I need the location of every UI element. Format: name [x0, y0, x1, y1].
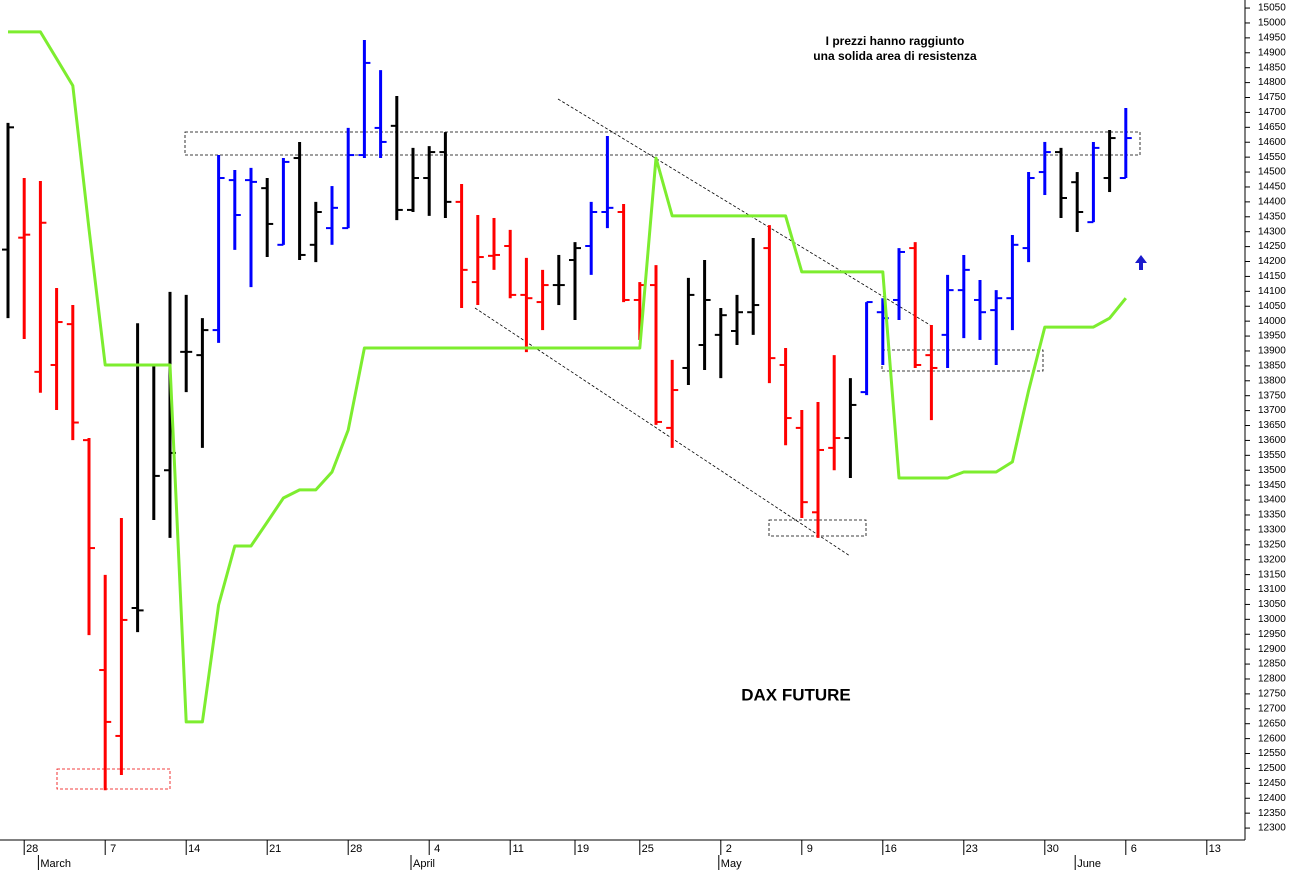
y-tick-label: 14750 — [1258, 92, 1286, 103]
signal-line — [8, 30, 1127, 724]
y-tick-label: 12450 — [1258, 778, 1286, 789]
month-label: April — [413, 858, 435, 870]
y-tick-label: 12950 — [1258, 629, 1286, 640]
y-tick-label: 13000 — [1258, 614, 1286, 625]
x-tick-label: 7 — [110, 843, 116, 855]
x-tick-label: 16 — [885, 843, 897, 855]
y-tick-label: 14000 — [1258, 316, 1286, 327]
y-tick-label: 13250 — [1258, 539, 1286, 550]
y-tick-label: 13700 — [1258, 405, 1286, 416]
y-tick-label: 14300 — [1258, 226, 1286, 237]
y-tick-label: 14500 — [1258, 167, 1286, 178]
x-tick-label: 4 — [434, 843, 440, 855]
y-tick-label: 13800 — [1258, 375, 1286, 386]
y-tick-label: 14550 — [1258, 152, 1286, 163]
y-tick-label: 13750 — [1258, 390, 1286, 401]
y-tick-label: 13450 — [1258, 480, 1286, 491]
y-tick-label: 14350 — [1258, 211, 1286, 222]
y-tick-label: 12400 — [1258, 793, 1286, 804]
y-tick-label: 13100 — [1258, 584, 1286, 595]
chart-title: DAX FUTURE — [741, 685, 851, 704]
y-tick-label: 12300 — [1258, 823, 1286, 834]
y-tick-label: 12550 — [1258, 748, 1286, 759]
y-tick-label: 15050 — [1258, 3, 1286, 14]
y-tick-label: 13050 — [1258, 599, 1286, 610]
y-tick-label: 14950 — [1258, 33, 1286, 44]
y-tick-label: 12600 — [1258, 733, 1286, 744]
y-tick-label: 14800 — [1258, 77, 1286, 88]
y-tick-label: 13550 — [1258, 450, 1286, 461]
up-arrow — [1135, 255, 1147, 270]
x-tick-label: 14 — [188, 843, 200, 855]
y-tick-label: 13650 — [1258, 420, 1286, 431]
x-tick-label: 28 — [350, 843, 362, 855]
y-tick-label: 13350 — [1258, 510, 1286, 521]
y-tick-label: 12350 — [1258, 808, 1286, 819]
month-label: June — [1077, 858, 1101, 870]
y-tick-label: 14650 — [1258, 122, 1286, 133]
y-tick-label: 14700 — [1258, 107, 1286, 118]
y-tick-label: 14850 — [1258, 62, 1286, 73]
x-tick-label: 2 — [726, 843, 732, 855]
y-tick-label: 12750 — [1258, 689, 1286, 700]
y-tick-label: 13900 — [1258, 346, 1286, 357]
x-tick-label: 13 — [1209, 843, 1221, 855]
y-tick-label: 14400 — [1258, 197, 1286, 208]
y-tick-label: 14050 — [1258, 301, 1286, 312]
y-tick-label: 14100 — [1258, 286, 1286, 297]
y-tick-label: 13400 — [1258, 495, 1286, 506]
x-tick-label: 25 — [642, 843, 654, 855]
y-tick-label: 13300 — [1258, 525, 1286, 536]
y-tick-label: 14600 — [1258, 137, 1286, 148]
trend-line — [474, 307, 851, 557]
x-tick-label: 21 — [269, 843, 281, 855]
x-tick-label: 11 — [512, 843, 523, 855]
month-label: May — [721, 858, 742, 870]
annotation: I prezzi hanno raggiunto — [826, 34, 965, 48]
y-tick-label: 12500 — [1258, 763, 1286, 774]
y-tick-label: 14250 — [1258, 241, 1286, 252]
x-tick-label: 6 — [1131, 843, 1137, 855]
month-label: March — [40, 858, 71, 870]
y-tick-label: 12900 — [1258, 644, 1286, 655]
y-tick-label: 14900 — [1258, 47, 1286, 58]
y-tick-label: 13200 — [1258, 554, 1286, 565]
y-tick-label: 13600 — [1258, 435, 1286, 446]
y-tick-label: 13150 — [1258, 569, 1286, 580]
y-tick-label: 12700 — [1258, 703, 1286, 714]
y-tick-label: 13500 — [1258, 465, 1286, 476]
y-tick-label: 14200 — [1258, 256, 1286, 267]
y-tick-label: 12650 — [1258, 718, 1286, 729]
x-tick-label: 19 — [577, 843, 589, 855]
trend-line — [557, 98, 931, 326]
y-tick-label: 14150 — [1258, 271, 1286, 282]
x-tick-label: 9 — [807, 843, 813, 855]
y-tick-label: 12800 — [1258, 674, 1286, 685]
y-tick-label: 15000 — [1258, 18, 1286, 29]
x-tick-label: 23 — [966, 843, 978, 855]
x-tick-label: 28 — [26, 843, 38, 855]
y-tick-label: 13850 — [1258, 361, 1286, 372]
y-tick-label: 12850 — [1258, 659, 1286, 670]
x-tick-label: 30 — [1047, 843, 1059, 855]
y-tick-label: 13950 — [1258, 331, 1286, 342]
pullback-box — [881, 349, 1044, 372]
resistance-box — [184, 131, 1141, 156]
y-tick-label: 14450 — [1258, 182, 1286, 193]
low-box — [56, 768, 171, 790]
annotation: una solida area di resistenza — [813, 49, 977, 63]
